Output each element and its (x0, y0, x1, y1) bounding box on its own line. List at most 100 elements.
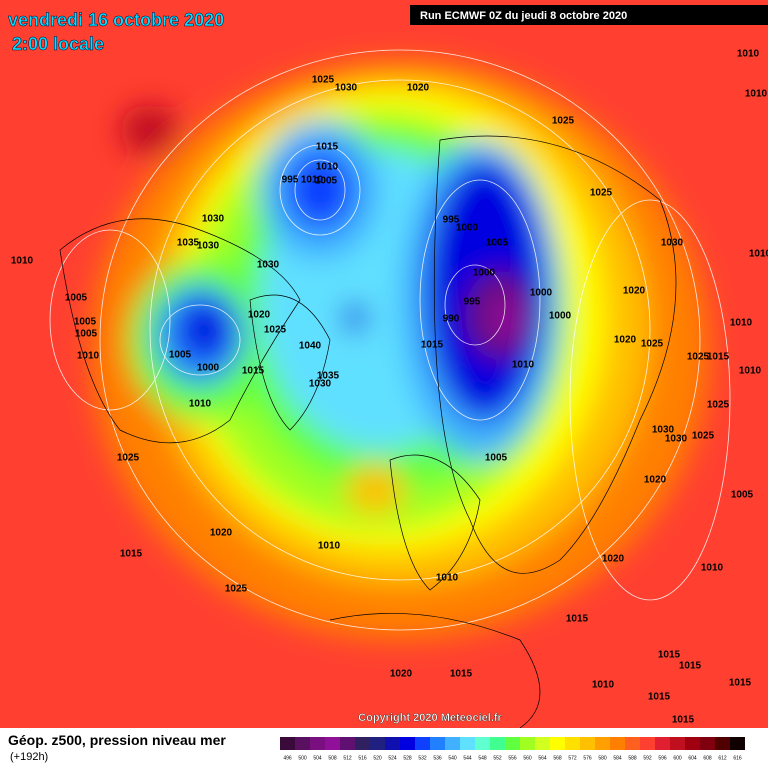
isobar-label: 1000 (549, 311, 572, 322)
map-title: vendredi 16 octobre 2020 (8, 10, 224, 30)
scale-label: 560 (523, 755, 532, 761)
copyright: Copyright 2020 Meteociel.fr (358, 712, 502, 724)
isobar-label: 1020 (602, 554, 625, 565)
isobar-label: 1015 (672, 715, 695, 726)
scale-swatch (700, 737, 715, 750)
scale-swatch (475, 737, 490, 750)
scale-label: 596 (658, 755, 667, 761)
run-info: Run ECMWF 0Z du jeudi 8 octobre 2020 (420, 10, 627, 22)
scale-label: 568 (553, 755, 562, 761)
scale-label: 592 (643, 755, 652, 761)
isobar-label: 1025 (641, 339, 664, 350)
scale-label: 508 (328, 755, 337, 761)
isobar-label: 1030 (257, 260, 280, 271)
map: vendredi 16 octobre 2020 2:00 locale Run… (0, 0, 768, 729)
scale-label: 496 (283, 755, 292, 761)
scale-swatch (445, 737, 460, 750)
isobar-label: 1010 (749, 249, 768, 260)
isobar-label: 995 (464, 297, 481, 308)
scale-label: 616 (733, 755, 742, 761)
scale-label: 552 (493, 755, 502, 761)
isobar-label: 1020 (390, 669, 413, 680)
isobar-label: 1020 (248, 310, 271, 321)
isobar-label: 1020 (644, 475, 667, 486)
scale-swatch (415, 737, 430, 750)
isobar-label: 1025 (552, 116, 575, 127)
isobar-label: 1005 (485, 453, 508, 464)
scale-label: 580 (598, 755, 607, 761)
scale-label: 532 (418, 755, 427, 761)
isobar-label: 1015 (120, 549, 143, 560)
isobar-label: 1035 (317, 371, 340, 382)
isobar-label: 1005 (75, 329, 98, 340)
scale-swatch (340, 737, 355, 750)
scale-label: 588 (628, 755, 637, 761)
scale-swatch (325, 737, 340, 750)
isobar-label: 1010 (737, 49, 760, 60)
isobar-label: 1010 (77, 351, 100, 362)
isobar-label: 1015 (679, 661, 702, 672)
isobar-label: 1030 (309, 379, 332, 390)
isobar-label: 1020 (407, 83, 430, 94)
scale-swatch (310, 737, 325, 750)
isobar-label: 1035 (177, 238, 200, 249)
scale-swatch (535, 737, 550, 750)
scale-label: 572 (568, 755, 577, 761)
scale-swatch (565, 737, 580, 750)
scale-label: 544 (463, 755, 472, 761)
isobar-label: 1015 (566, 614, 589, 625)
scale-swatch (550, 737, 565, 750)
isobar-label: 1000 (530, 288, 553, 299)
scale-swatch (640, 737, 655, 750)
isobar-label: 1010 (318, 541, 341, 552)
isobar-label: 1005 (315, 176, 338, 187)
isobar-label: 1005 (486, 238, 509, 249)
scale-swatch (385, 737, 400, 750)
isobar-label: 1000 (473, 268, 496, 279)
scale-label: 584 (613, 755, 622, 761)
isobar-label: 1020 (210, 528, 233, 539)
isobar-label: 1010 (436, 573, 459, 584)
scale-swatch (295, 737, 310, 750)
isobar-label: 1030 (202, 214, 225, 225)
scale-swatch (715, 737, 730, 750)
scale-label: 512 (343, 755, 352, 761)
scale-label: 564 (538, 755, 547, 761)
scale-swatch (655, 737, 670, 750)
scale-swatch (580, 737, 595, 750)
scale-swatch (670, 737, 685, 750)
isobar-label: 1025 (692, 431, 715, 442)
scale-swatch (520, 737, 535, 750)
isobars (49, 49, 731, 631)
scale-label: 528 (403, 755, 412, 761)
scale-label: 524 (388, 755, 397, 761)
scale-swatch (730, 737, 745, 750)
isobar-label: 1025 (590, 188, 613, 199)
isobar-label: 1030 (652, 425, 675, 436)
geopotential-field (90, 60, 710, 640)
scale-label: 548 (478, 755, 487, 761)
isobar-label: 1010 (301, 175, 324, 186)
isobar-label: 1025 (707, 400, 730, 411)
scale-label: 612 (718, 755, 727, 761)
isobar-label: 1030 (665, 434, 688, 445)
footer-title: Géop. z500, pression niveau mer (8, 732, 226, 748)
isobar-label: 1010 (512, 360, 535, 371)
scale-label: 576 (583, 755, 592, 761)
scale-label: 556 (508, 755, 517, 761)
scale-swatch (355, 737, 370, 750)
scale-label: 516 (358, 755, 367, 761)
isobar-label: 1015 (316, 142, 339, 153)
isobar-label: 1010 (739, 366, 762, 377)
isobar-label: 995 (282, 175, 299, 186)
isobar-label: 1010 (189, 399, 212, 410)
scale-label: 608 (703, 755, 712, 761)
isobar-label: 1010 (730, 318, 753, 329)
isobar-label: 1015 (242, 366, 265, 377)
isobar-label: 1005 (65, 293, 88, 304)
scale-label: 500 (298, 755, 307, 761)
scale-swatch (490, 737, 505, 750)
scale-label: 604 (688, 755, 697, 761)
